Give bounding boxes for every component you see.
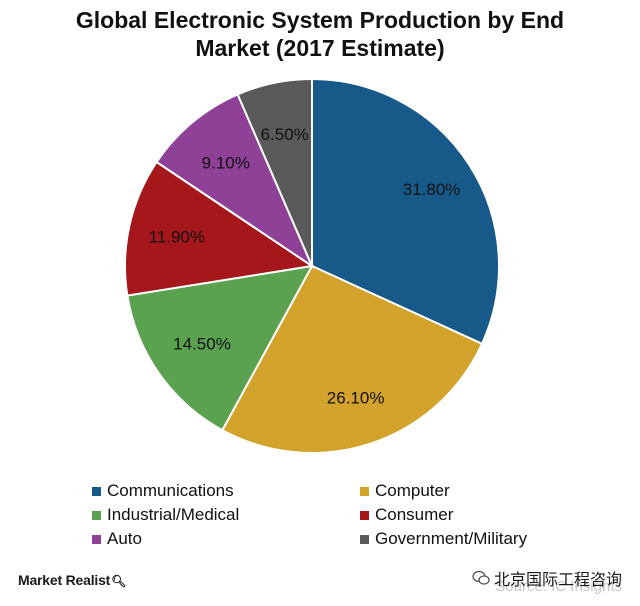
pie-slice-consumer [124, 160, 315, 297]
legend-label: Consumer [375, 505, 454, 524]
watermark-text: 北京国际工程咨询 [493, 572, 622, 589]
source-text: Source: IC Insights [495, 578, 622, 595]
legend-swatch [360, 486, 369, 496]
pie-data-label: 26.10% [327, 388, 385, 407]
legend-label: Computer [375, 481, 450, 500]
legend-label: Communications [107, 481, 234, 500]
brand-name: Market Realist [18, 572, 111, 588]
legend-swatch [92, 486, 101, 496]
wechat-icon [472, 570, 490, 585]
legend-swatch [360, 534, 369, 544]
pie-slice-industrial-medical [126, 264, 314, 432]
legend-item-government-military: Government/Military [360, 528, 592, 550]
legend-item-computer: Computer [360, 480, 592, 502]
brand-logo: Market Realist🔍︎ [18, 572, 126, 588]
chart-title-line2: Market (2017 Estimate) [195, 35, 445, 61]
legend-swatch [92, 510, 101, 520]
legend-item-auto: Auto [92, 528, 360, 550]
pie-slice-government-military [236, 77, 313, 267]
pie-data-label: 14.50% [173, 335, 231, 354]
legend-item-consumer: Consumer [360, 504, 592, 526]
legend-label: Government/Military [375, 529, 528, 548]
pie-data-label: 6.50% [261, 125, 309, 144]
watermark: 北京国际工程咨询 [472, 566, 622, 590]
pie-slice-auto [155, 93, 315, 269]
chart-title: Global Electronic System Production by E… [0, 6, 640, 62]
legend-swatch [360, 510, 369, 520]
legend: Communications Computer Industrial/Medic… [92, 480, 592, 550]
pie-data-label: 9.10% [202, 154, 250, 173]
legend-item-industrial-medical: Industrial/Medical [92, 504, 360, 526]
pie-data-label: 11.90% [149, 227, 205, 246]
legend-swatch [92, 534, 101, 544]
legend-item-communications: Communications [92, 480, 360, 502]
magnifier-icon: 🔍︎ [111, 574, 127, 588]
chart-title-line1: Global Electronic System Production by E… [75, 7, 565, 33]
pie-data-label: 31.80% [403, 180, 461, 199]
legend-label: Auto [107, 529, 142, 548]
legend-label: Industrial/Medical [107, 505, 240, 524]
pie-slice-communications [311, 77, 500, 346]
